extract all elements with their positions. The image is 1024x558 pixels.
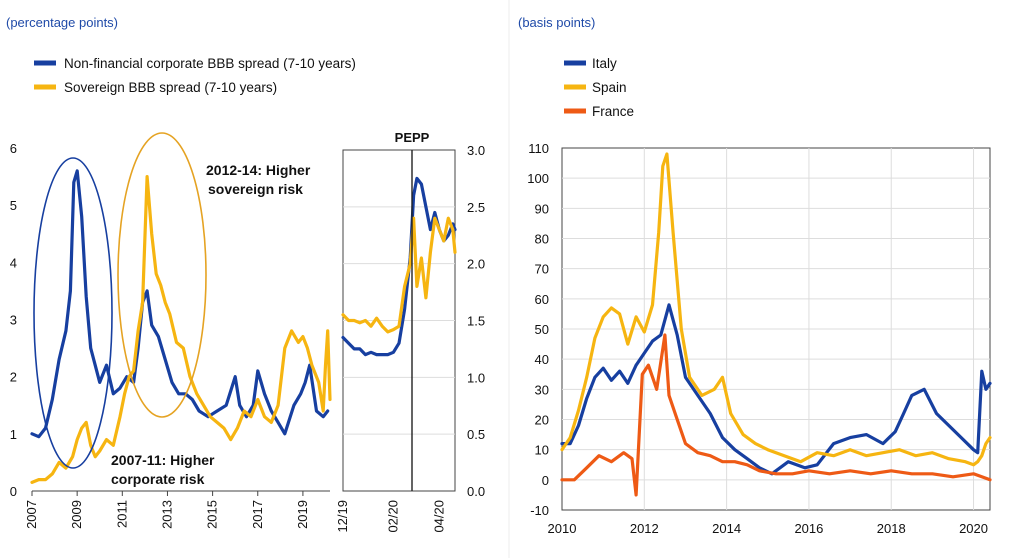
right-x-tick-label: 2018 [877, 521, 906, 536]
right-legend-label-france: France [592, 104, 634, 119]
corporate-risk-ellipse [33, 157, 113, 469]
right-x-tick-label: 2010 [548, 521, 577, 536]
right-series-line-1 [560, 152, 992, 467]
right-y-tick-label: 60 [535, 292, 549, 307]
left-main-y-tick-label: 5 [10, 198, 17, 213]
left-main-x-tick-label: 2019 [295, 500, 310, 529]
right-y-tick-label: 110 [528, 141, 549, 156]
right-y-tick-label: 30 [535, 382, 549, 397]
left-main-x-tick-label: 2017 [250, 500, 265, 529]
left-main-y-tick-label: 1 [10, 427, 17, 442]
corporate-risk-annotation-line1: 2007-11: Higher [111, 452, 215, 468]
right-x-tick-label: 2014 [712, 521, 741, 536]
left-main-x-tick-label: 2013 [159, 500, 174, 529]
left-zoom-series-line-0 [341, 176, 457, 357]
left-legend-label-corporate: Non-financial corporate BBB spread (7-10… [64, 56, 356, 71]
left-zoom-y-tick-label: 3.0 [467, 143, 485, 158]
left-main-series-line-1 [30, 175, 332, 484]
left-main-series-line-0 [30, 169, 330, 439]
left-main-y-tick-label: 4 [10, 255, 17, 270]
left-zoom-y-tick-label: 2.5 [467, 200, 485, 215]
left-main-plot: 0 1 2 3 4 5 6 2007 2009 2011 2013 2015 2017 2019 201… [10, 132, 332, 529]
right-y-tick-label: 0 [542, 473, 549, 488]
right-x-tick-label: 2020 [959, 521, 988, 536]
right-series-line-0 [560, 303, 992, 476]
right-plot: -10 0 10 20 30 40 50 60 70 80 90 100 110 2010 2012 201… [527, 141, 992, 536]
left-zoom-y-tick-label: 0.5 [467, 427, 485, 442]
right-unit-label: (basis points) [518, 15, 595, 30]
left-main-x-tick-label: 2015 [205, 500, 220, 529]
right-y-tick-label: 90 [535, 201, 549, 216]
left-main-y-tick-label: 3 [10, 313, 17, 328]
right-y-tick-label: 40 [535, 352, 549, 367]
right-legend-label-italy: Italy [592, 56, 617, 71]
left-main-y-tick-label: 0 [10, 484, 17, 499]
corporate-risk-annotation-line2: corporate risk [111, 471, 205, 487]
left-zoom-series-line-1 [341, 216, 457, 334]
left-main-y-tick-label: 2 [10, 370, 17, 385]
right-y-tick-label: 80 [535, 232, 549, 247]
right-series-line-2 [560, 333, 992, 497]
right-y-tick-label: 10 [535, 443, 549, 458]
right-y-tick-label: 20 [535, 413, 549, 428]
left-zoom-x-tick-label: 04/20 [431, 500, 446, 533]
left-legend-label-sovereign: Sovereign BBB spread (7-10 years) [64, 80, 277, 95]
left-unit-label: (percentage points) [6, 15, 118, 30]
right-y-tick-label: 70 [535, 262, 549, 277]
left-main-x-tick-label: 2007 [24, 500, 39, 529]
right-y-tick-label: -10 [530, 503, 549, 518]
sovereign-risk-annotation-line2: sovereign risk [208, 181, 303, 197]
pepp-label: PEPP [395, 130, 430, 145]
left-zoom-y-tick-label: 1.0 [467, 370, 485, 385]
left-zoom-x-tick-label: 02/20 [385, 500, 400, 533]
left-main-y-tick-label: 6 [10, 141, 17, 156]
right-y-tick-label: 100 [527, 171, 549, 186]
left-zoom-plot: 0.0 0.5 1.0 1.5 2.0 2.5 3.0 12/19 02/20 04/20 PE… [335, 130, 485, 533]
sovereign-risk-annotation-line1: 2012-14: Higher [206, 162, 311, 178]
right-legend-label-spain: Spain [592, 80, 627, 95]
left-zoom-y-tick-label: 1.5 [467, 314, 485, 329]
right-x-tick-label: 2016 [794, 521, 823, 536]
left-zoom-y-tick-label: 0.0 [467, 484, 485, 499]
sovereign-risk-ellipse [117, 132, 207, 418]
left-main-x-tick-label: 2011 [114, 500, 129, 528]
left-zoom-x-tick-label: 12/19 [335, 500, 350, 533]
right-y-tick-label: 50 [535, 322, 549, 337]
left-main-x-tick-label: 2009 [69, 500, 84, 529]
right-x-tick-label: 2012 [630, 521, 659, 536]
left-zoom-y-tick-label: 2.0 [467, 257, 485, 272]
